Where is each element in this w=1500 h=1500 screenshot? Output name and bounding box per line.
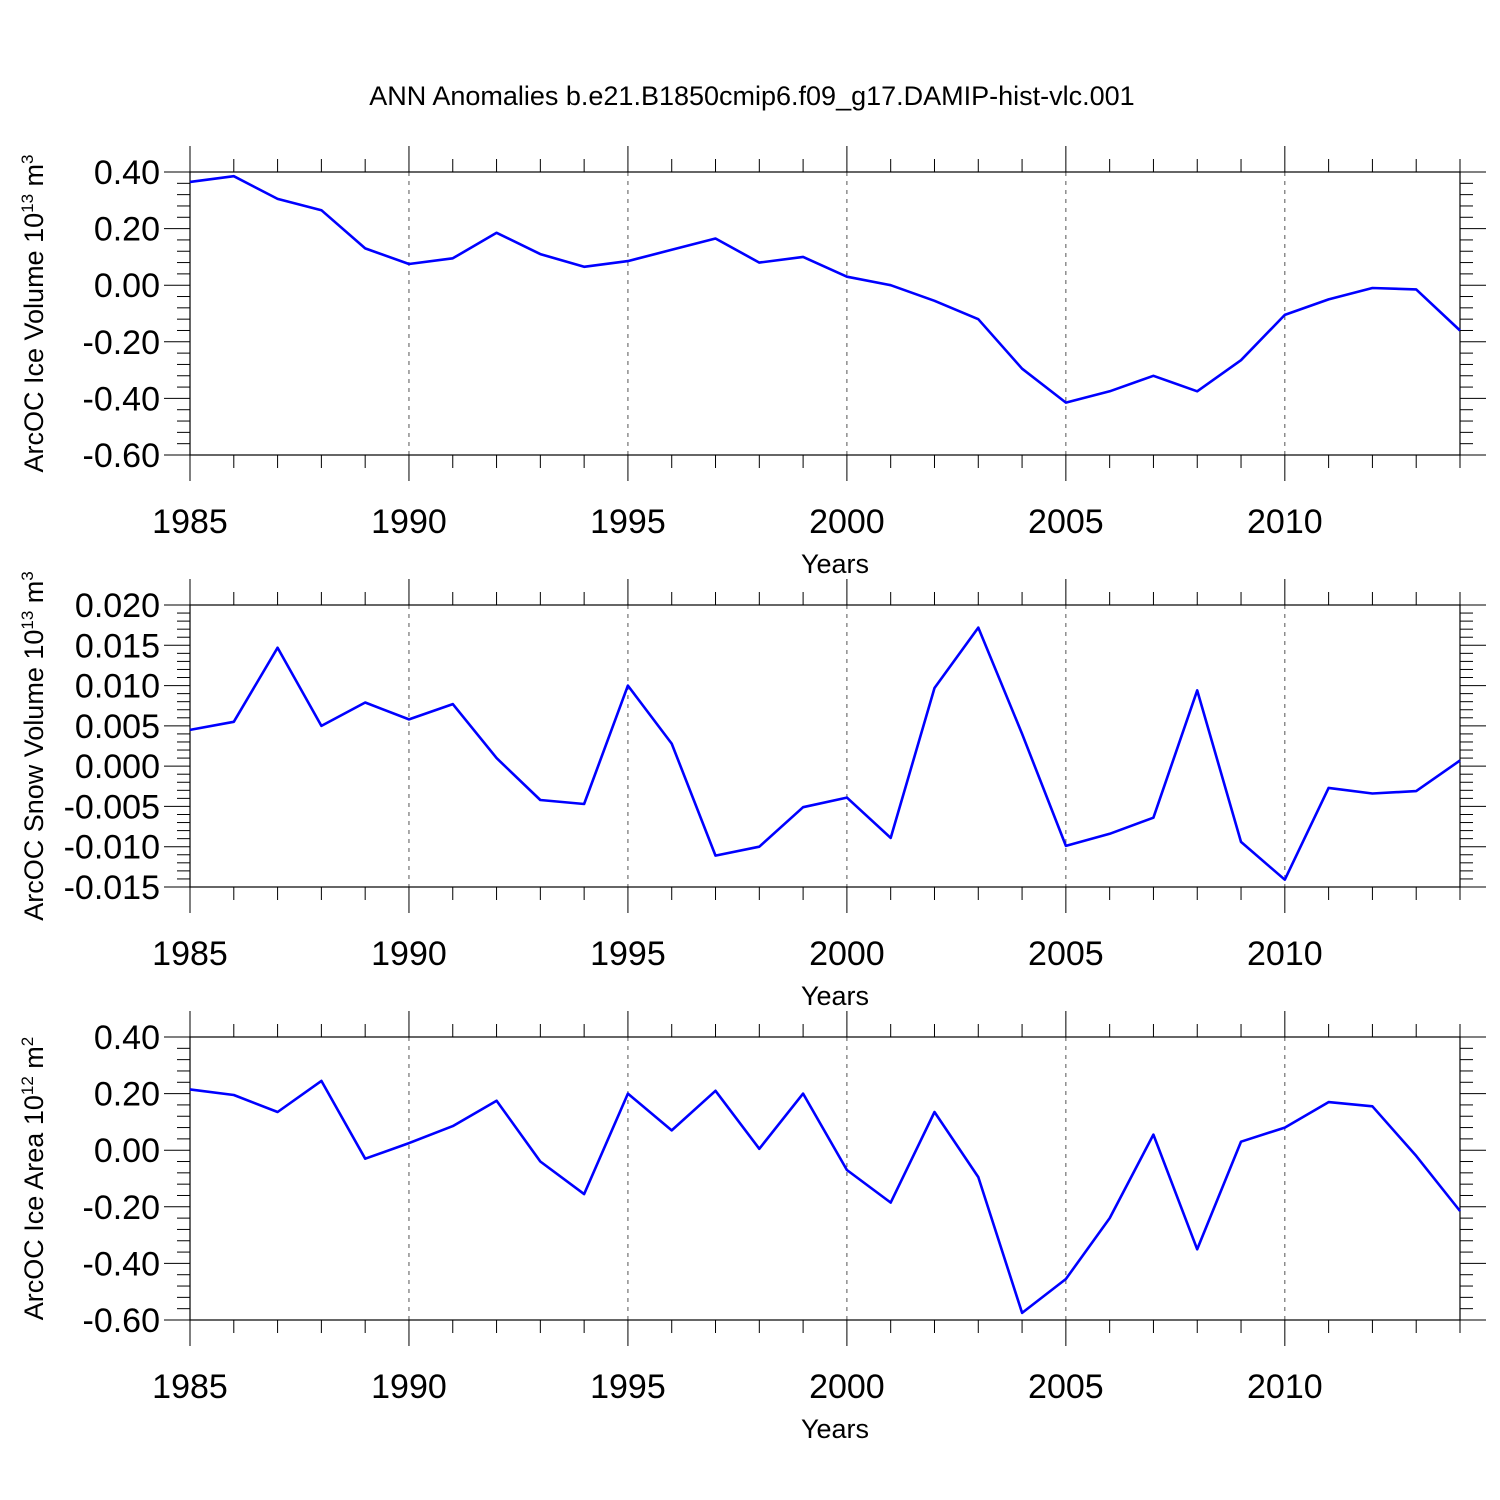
y-tick-label: 0.005 [75,708,160,746]
y-axis-title-superscript: 3 [18,154,37,163]
y-tick-label: 0.00 [94,267,160,305]
panel-1: 0.40 0.20 0.00 -0.20 -0.40 -0.60 1985 1990 1995 2… [18,146,1486,579]
series-line [189,626,1461,882]
y-axis-title-part: m [19,1046,49,1076]
y-tick-label: -0.60 [83,437,161,475]
x-tick-label: 2000 [809,935,885,973]
y-tick-label: -0.40 [83,380,161,418]
plot-frame [189,171,1461,456]
y-tick-label: -0.005 [64,788,160,826]
x-tick-label: 1995 [590,503,666,541]
panel-2: 0.0200.0150.0100.0050.000-0.005-0.010-0.… [18,571,1486,1011]
x-tick-label: 1985 [152,1368,228,1406]
x-tick-label: 2000 [809,1368,885,1406]
y-axis-title: ArcOC Ice Volume 1013 m3 [18,154,49,472]
x-axis-title: Years [801,549,869,579]
y-tick-label: 0.20 [94,1076,160,1114]
x-tick-label: 1990 [371,503,447,541]
plot-frame [189,604,1461,888]
y-axis-title-part: ArcOC Snow Volume 10 [19,630,49,921]
y-tick-label: 0.20 [94,211,160,249]
panels: 0.40 0.20 0.00 -0.20 -0.40 -0.60 1985 1990 1995 2… [18,146,1486,1444]
y-tick-label: 0.40 [94,1019,160,1057]
y-tick-label: -0.60 [83,1302,161,1340]
y-tick-label: 0.00 [94,1132,160,1170]
x-tick-label: 2010 [1247,935,1323,973]
y-axis-title: ArcOC Snow Volume 1013 m3 [18,571,49,921]
y-tick-label: 0.010 [75,668,160,706]
y-tick-label: 0.000 [75,748,160,786]
x-axis-title: Years [801,1414,869,1444]
x-tick-label: 1995 [590,935,666,973]
y-axis-title-superscript: 13 [18,611,37,630]
y-axis-title: ArcOC Ice Area 1012 m2 [18,1037,49,1321]
series-line [189,174,1461,404]
figure-title: ANN Anomalies b.e21.B1850cmip6.f09_g17.D… [369,81,1134,111]
x-tick-label: 2005 [1028,503,1104,541]
y-axis-title-superscript: 13 [18,194,37,213]
y-tick-label: -0.015 [64,869,160,907]
y-tick-label: 0.020 [75,587,160,625]
x-axis-title: Years [801,981,869,1011]
plot-frame [189,1036,1461,1321]
panel-3: 0.40 0.20 0.00 -0.20 -0.40 -0.60 1985 1990 1995 2… [18,1011,1486,1444]
x-tick-label: 1985 [152,503,228,541]
y-axis-title-superscript: 2 [18,1037,37,1046]
x-tick-label: 2010 [1247,503,1323,541]
x-tick-label: 1995 [590,1368,666,1406]
y-axis-title-part: m [19,164,49,194]
x-tick-label: 1990 [371,1368,447,1406]
x-tick-label: 2005 [1028,1368,1104,1406]
y-axis-title-part: ArcOC Ice Area 10 [19,1095,49,1320]
y-axis-title-part: ArcOC Ice Volume 10 [19,213,49,473]
y-tick-label: 0.40 [94,154,160,192]
x-tick-label: 2005 [1028,935,1104,973]
y-tick-label: -0.20 [83,324,161,362]
y-tick-label: -0.40 [83,1245,161,1283]
y-axis-title-superscript: 12 [18,1076,37,1095]
y-tick-label: -0.010 [64,829,160,867]
x-tick-label: 1990 [371,935,447,973]
y-tick-label: 0.015 [75,627,160,665]
x-tick-label: 2000 [809,503,885,541]
x-tick-label: 1985 [152,935,228,973]
series-line [189,1079,1462,1315]
y-axis-title-part: m [19,581,49,611]
y-tick-label: -0.20 [83,1189,161,1227]
x-tick-label: 2010 [1247,1368,1323,1406]
y-axis-title-superscript: 3 [18,571,37,580]
